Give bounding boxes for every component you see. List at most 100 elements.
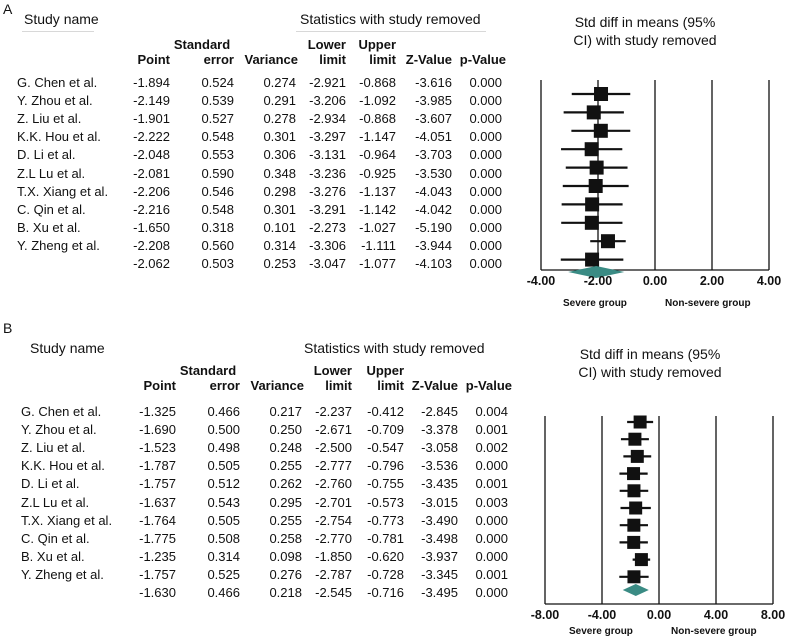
cell-z: -5.190 — [415, 219, 452, 235]
tick-label: 4.00 — [757, 274, 781, 288]
cell-se: 0.505 — [207, 512, 240, 528]
cell-point: -2.048 — [133, 147, 170, 163]
cell-point: -1.235 — [139, 548, 176, 564]
plot-title: Std diff in means (95% CI) with study re… — [565, 13, 725, 49]
cell-lower: -3.306 — [309, 237, 346, 253]
cell-var: 0.255 — [269, 512, 302, 528]
cell-upper: -0.573 — [367, 494, 404, 510]
cell-se: 0.546 — [201, 183, 234, 199]
cell-lower: -3.206 — [309, 93, 346, 109]
cell-p: 0.000 — [469, 219, 502, 235]
cell-z: -3.435 — [421, 476, 458, 492]
cell-var: 0.298 — [263, 183, 296, 199]
cell-lower: -2.237 — [315, 404, 352, 419]
cell-point: -1.787 — [139, 458, 176, 474]
tick-label: 4.00 — [704, 608, 728, 622]
cell-upper: -0.781 — [367, 530, 404, 546]
cell-p: 0.000 — [475, 530, 508, 546]
cell-z: -3.345 — [421, 566, 458, 582]
cell-upper: -1.147 — [359, 129, 396, 145]
cell-upper: -0.773 — [367, 512, 404, 528]
cell-se: 0.505 — [207, 458, 240, 474]
study-name-header: Study name — [30, 340, 105, 356]
cell-z: -3.530 — [415, 165, 452, 181]
point-marker-1 — [628, 432, 642, 446]
cell-lower: -3.131 — [309, 147, 346, 163]
panel-letter: A — [3, 1, 13, 17]
cell-se: 0.553 — [201, 147, 234, 163]
cell-upper: -0.964 — [359, 147, 396, 163]
study-name-cell: Z.L Lu et al. — [17, 165, 86, 181]
cell-z: -3.616 — [415, 75, 452, 90]
cell-var: 0.217 — [269, 404, 302, 419]
cell-upper: -0.755 — [367, 476, 404, 492]
summary-cell-lower: -3.047 — [309, 256, 346, 271]
cell-upper: -0.868 — [359, 111, 396, 127]
cell-p: 0.000 — [475, 512, 508, 528]
cell-z: -3.944 — [415, 237, 452, 253]
cell-lower: -2.273 — [309, 219, 346, 235]
cell-se: 0.500 — [207, 422, 240, 438]
study-name-cell: Y. Zhou et al. — [17, 93, 93, 109]
cell-se: 0.525 — [207, 566, 240, 582]
tick-label: -2.00 — [584, 274, 613, 288]
study-name-cell: Z.L Lu et al. — [21, 494, 90, 510]
cell-lower: -2.934 — [309, 111, 346, 127]
cell-se: 0.548 — [201, 201, 234, 217]
summary-diamond — [622, 584, 649, 596]
cell-var: 0.262 — [269, 476, 302, 492]
cell-p: 0.004 — [475, 404, 508, 419]
point-marker-9 — [627, 570, 641, 584]
panel-a: A Study name Statistics with study remov… — [0, 0, 787, 318]
cell-z: -4.051 — [415, 129, 452, 145]
point-marker-6 — [585, 197, 600, 212]
cell-z: -3.378 — [421, 422, 458, 438]
cell-upper: -0.728 — [367, 566, 404, 582]
summary-cell-z: -4.103 — [415, 256, 452, 271]
cell-p: 0.001 — [475, 476, 508, 492]
cell-z: -3.498 — [421, 530, 458, 546]
cell-lower: -3.236 — [309, 165, 346, 181]
group-left-label: Severe group — [569, 626, 633, 637]
col-header-variance: Variance — [244, 52, 299, 67]
col-header-se-line2: error — [209, 378, 240, 393]
point-marker-3 — [584, 142, 599, 157]
cell-z: -3.607 — [415, 111, 452, 127]
forest-plot: -8.00 -4.00 0.00 4.00 8.00 — [531, 415, 785, 622]
study-name-cell: B. Xu et al. — [21, 548, 85, 564]
col-header-lower-line2: limit — [325, 378, 352, 393]
cell-p: 0.000 — [469, 165, 502, 181]
cell-lower: -2.754 — [315, 512, 352, 528]
study-name-cell: Y. Zheng et al. — [17, 237, 100, 253]
cell-z: -3.058 — [421, 440, 458, 456]
cell-point: -2.081 — [133, 165, 170, 181]
cell-p: 0.001 — [475, 566, 508, 582]
cell-point: -2.208 — [133, 237, 170, 253]
cell-lower: -3.297 — [309, 129, 346, 145]
summary-cell-upper: -1.077 — [359, 256, 396, 271]
cell-z: -4.043 — [415, 183, 452, 199]
cell-var: 0.278 — [263, 111, 296, 127]
point-marker-2 — [593, 123, 608, 138]
point-marker-4 — [627, 484, 641, 498]
col-header-p: p-Value — [465, 378, 512, 393]
cell-var: 0.250 — [269, 422, 302, 438]
group-right-label: Non-severe group — [665, 298, 751, 309]
col-header-z: Z-Value — [411, 378, 458, 393]
point-marker-0 — [594, 87, 609, 101]
cell-se: 0.498 — [207, 440, 240, 456]
cell-var: 0.348 — [263, 165, 296, 181]
cell-point: -2.216 — [133, 201, 170, 217]
cell-point: -2.206 — [133, 183, 170, 199]
cell-lower: -2.671 — [315, 422, 352, 438]
study-name-cell: T.X. Xiang et al. — [21, 512, 113, 528]
summary-cell-upper: -0.716 — [367, 585, 404, 600]
cell-upper: -1.142 — [359, 201, 396, 217]
cell-upper: -1.137 — [359, 183, 396, 199]
forest-plot: -4.00 -2.00 0.00 2.00 4.00 — [527, 80, 781, 288]
point-marker-0 — [633, 415, 647, 429]
cell-z: -3.703 — [415, 147, 452, 163]
tick-label: -4.00 — [588, 608, 617, 622]
cell-z: -3.937 — [421, 548, 458, 564]
col-header-upper-line2: limit — [377, 378, 404, 393]
